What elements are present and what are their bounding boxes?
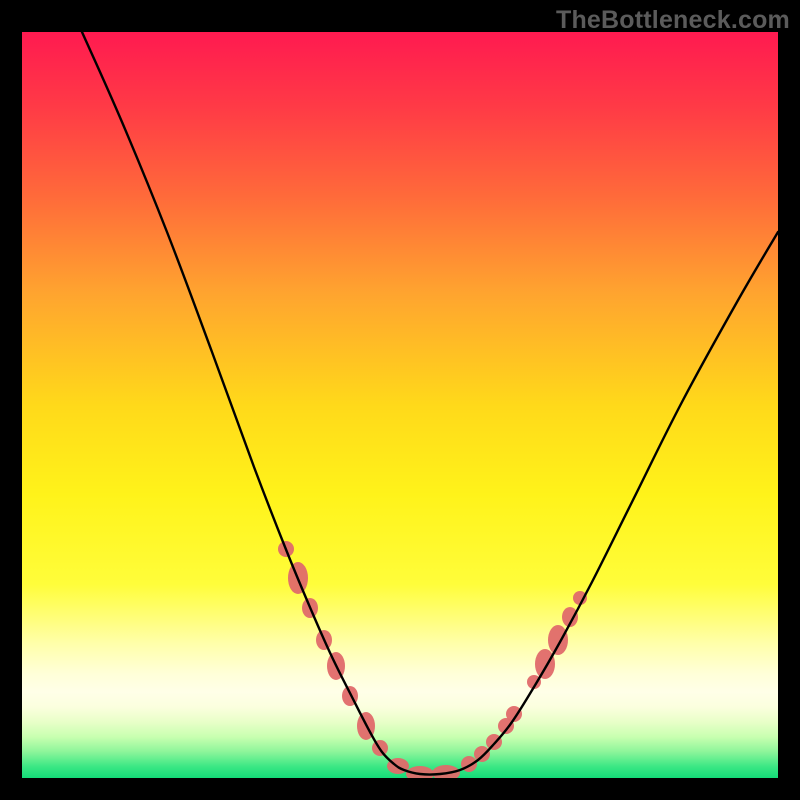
marker-dot: [535, 649, 555, 679]
plot-area: [22, 32, 778, 778]
marker-dot: [548, 625, 568, 655]
watermark-text: TheBottleneck.com: [556, 6, 790, 35]
chart-svg: [22, 32, 778, 778]
marker-dot: [474, 746, 490, 762]
bottleneck-curve: [82, 32, 778, 775]
